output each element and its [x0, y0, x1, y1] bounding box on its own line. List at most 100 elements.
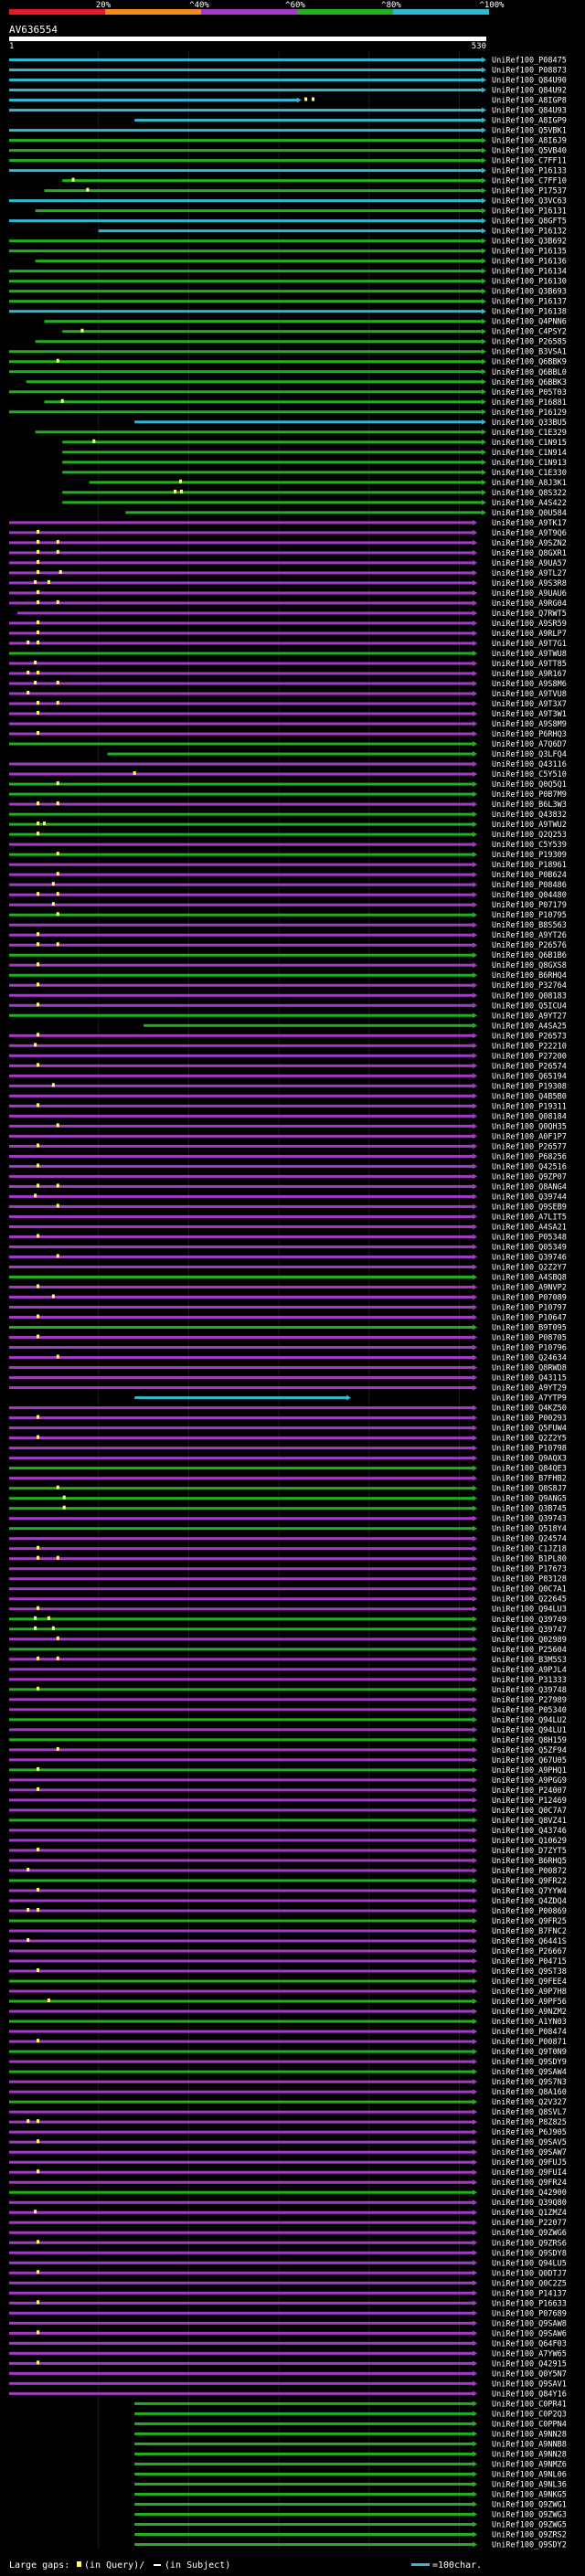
hit-bar[interactable] — [9, 782, 474, 786]
hit-label[interactable]: UniRef100_B6L3W3 — [492, 800, 567, 810]
hit-label[interactable]: UniRef100_Q9SDY9 — [492, 2058, 567, 2067]
hit-label[interactable]: UniRef100_Q9FEE4 — [492, 1977, 567, 1987]
hit-label[interactable]: UniRef100_P16132 — [492, 228, 567, 237]
hit-bar[interactable] — [9, 923, 474, 927]
hit-bar[interactable] — [9, 1194, 474, 1198]
hit-bar[interactable] — [134, 2422, 474, 2425]
hit-bar[interactable] — [9, 2180, 474, 2184]
hit-label[interactable]: UniRef100_Q8GXR1 — [492, 549, 567, 558]
hit-bar[interactable] — [9, 350, 483, 354]
hit-bar[interactable] — [9, 601, 474, 605]
hit-label[interactable]: UniRef100_Q24634 — [492, 1354, 567, 1363]
hit-bar[interactable] — [134, 1396, 347, 1400]
hit-label[interactable]: UniRef100_A9R167 — [492, 670, 567, 679]
hit-label[interactable]: UniRef100_P32764 — [492, 981, 567, 991]
hit-label[interactable]: UniRef100_D7ZYT5 — [492, 1847, 567, 1856]
hit-bar[interactable] — [9, 1919, 474, 1923]
hit-label[interactable]: UniRef100_P22210 — [492, 1042, 567, 1051]
hit-label[interactable]: UniRef100_Q42516 — [492, 1162, 567, 1171]
hit-bar[interactable] — [9, 1909, 474, 1913]
hit-label[interactable]: UniRef100_A8IGP9 — [492, 117, 567, 126]
hit-label[interactable]: UniRef100_P07179 — [492, 901, 567, 910]
hit-bar[interactable] — [9, 521, 474, 525]
hit-label[interactable]: UniRef100_Q64F03 — [492, 2339, 567, 2348]
hit-label[interactable]: UniRef100_Q24574 — [492, 1535, 567, 1544]
hit-label[interactable]: UniRef100_A9TT85 — [492, 660, 567, 669]
hit-label[interactable]: UniRef100_Q0C2Z5 — [492, 2279, 567, 2288]
hit-label[interactable]: UniRef100_A4SA21 — [492, 1223, 567, 1232]
hit-label[interactable]: UniRef100_P14137 — [492, 2289, 567, 2298]
hit-bar[interactable] — [9, 99, 298, 102]
hit-bar[interactable] — [9, 883, 474, 886]
hit-label[interactable]: UniRef100_P22077 — [492, 2219, 567, 2228]
hit-label[interactable]: UniRef100_P27200 — [492, 1052, 567, 1061]
hit-bar[interactable] — [9, 2120, 474, 2124]
hit-bar[interactable] — [9, 1658, 474, 1661]
hit-label[interactable]: UniRef100_Q0C7A1 — [492, 1585, 567, 1595]
hit-bar[interactable] — [9, 893, 474, 896]
hit-label[interactable]: UniRef100_P16138 — [492, 308, 567, 317]
hit-label[interactable]: UniRef100_Q9ZP07 — [492, 1172, 567, 1182]
hit-bar[interactable] — [9, 89, 483, 92]
hit-bar[interactable] — [9, 1426, 474, 1430]
hit-label[interactable]: UniRef100_Q0DTJ7 — [492, 2269, 567, 2278]
hit-label[interactable]: UniRef100_P17673 — [492, 1565, 567, 1574]
hit-bar[interactable] — [9, 2321, 474, 2325]
hit-bar[interactable] — [9, 1949, 474, 1953]
hit-label[interactable]: UniRef100_B7FNC2 — [492, 1927, 567, 1936]
hit-bar[interactable] — [9, 1214, 474, 1218]
hit-label[interactable]: UniRef100_B9T095 — [492, 1324, 567, 1333]
hit-label[interactable]: UniRef100_Q08184 — [492, 1112, 567, 1121]
hit-label[interactable]: UniRef100_Q2Z2Y7 — [492, 1263, 567, 1272]
hit-bar[interactable] — [9, 1869, 474, 1872]
hit-bar[interactable] — [9, 1265, 474, 1268]
hit-bar[interactable] — [9, 1204, 474, 1208]
hit-bar[interactable] — [9, 2030, 474, 2033]
hit-bar[interactable] — [9, 1044, 474, 1047]
hit-bar[interactable] — [26, 380, 483, 384]
hit-label[interactable]: UniRef100_Q9S7N3 — [492, 2078, 567, 2087]
hit-label[interactable]: UniRef100_P6RHQ3 — [492, 730, 567, 739]
hit-label[interactable]: UniRef100_P0B624 — [492, 871, 567, 880]
hit-bar[interactable] — [9, 561, 474, 565]
hit-label[interactable]: UniRef100_Q2Z2Y5 — [492, 1435, 567, 1444]
hit-bar[interactable] — [134, 2472, 474, 2475]
hit-label[interactable]: UniRef100_Q6441S — [492, 1937, 567, 1946]
hit-label[interactable]: UniRef100_Q5ICU4 — [492, 1002, 567, 1011]
hit-label[interactable]: UniRef100_P10797 — [492, 1304, 567, 1313]
hit-label[interactable]: UniRef100_Q10629 — [492, 1837, 567, 1846]
hit-label[interactable]: UniRef100_A9YT27 — [492, 1012, 567, 1021]
hit-bar[interactable] — [134, 2542, 474, 2546]
hit-label[interactable]: UniRef100_C4PSY2 — [492, 328, 567, 337]
hit-label[interactable]: UniRef100_Q84Y16 — [492, 2390, 567, 2399]
hit-bar[interactable] — [9, 1346, 474, 1350]
hit-bar[interactable] — [9, 1969, 474, 1973]
hit-bar[interactable] — [9, 1567, 474, 1571]
hit-bar[interactable] — [9, 1497, 474, 1500]
hit-bar[interactable] — [9, 159, 483, 163]
hit-label[interactable]: UniRef100_P16136 — [492, 258, 567, 267]
hit-bar[interactable] — [9, 1728, 474, 1732]
hit-bar[interactable] — [9, 2371, 474, 2375]
hit-label[interactable]: UniRef100_Q8S322 — [492, 489, 567, 498]
hit-bar[interactable] — [9, 280, 483, 283]
hit-label[interactable]: UniRef100_Q9SAW6 — [492, 2329, 567, 2338]
hit-bar[interactable] — [134, 2522, 474, 2526]
hit-bar[interactable] — [9, 1748, 474, 1752]
hit-bar[interactable] — [9, 2221, 474, 2224]
hit-label[interactable]: UniRef100_A9T3W1 — [492, 710, 567, 719]
hit-bar[interactable] — [9, 1688, 474, 1691]
hit-bar[interactable] — [9, 1758, 474, 1762]
hit-label[interactable]: UniRef100_Q5VB40 — [492, 147, 567, 156]
hit-label[interactable]: UniRef100_Q3LFQ4 — [492, 750, 567, 759]
hit-label[interactable]: UniRef100_Q39746 — [492, 1253, 567, 1262]
hit-bar[interactable] — [9, 1084, 474, 1087]
hit-bar[interactable] — [9, 571, 474, 575]
hit-bar[interactable] — [9, 652, 474, 655]
hit-label[interactable]: UniRef100_P00293 — [492, 1415, 567, 1424]
hit-label[interactable]: UniRef100_Q9ANG5 — [492, 1495, 567, 1504]
hit-label[interactable]: UniRef100_P26667 — [492, 1947, 567, 1956]
hit-bar[interactable] — [9, 822, 474, 826]
hit-label[interactable]: UniRef100_P08475 — [492, 57, 567, 66]
hit-label[interactable]: UniRef100_Q8GFT5 — [492, 217, 567, 227]
